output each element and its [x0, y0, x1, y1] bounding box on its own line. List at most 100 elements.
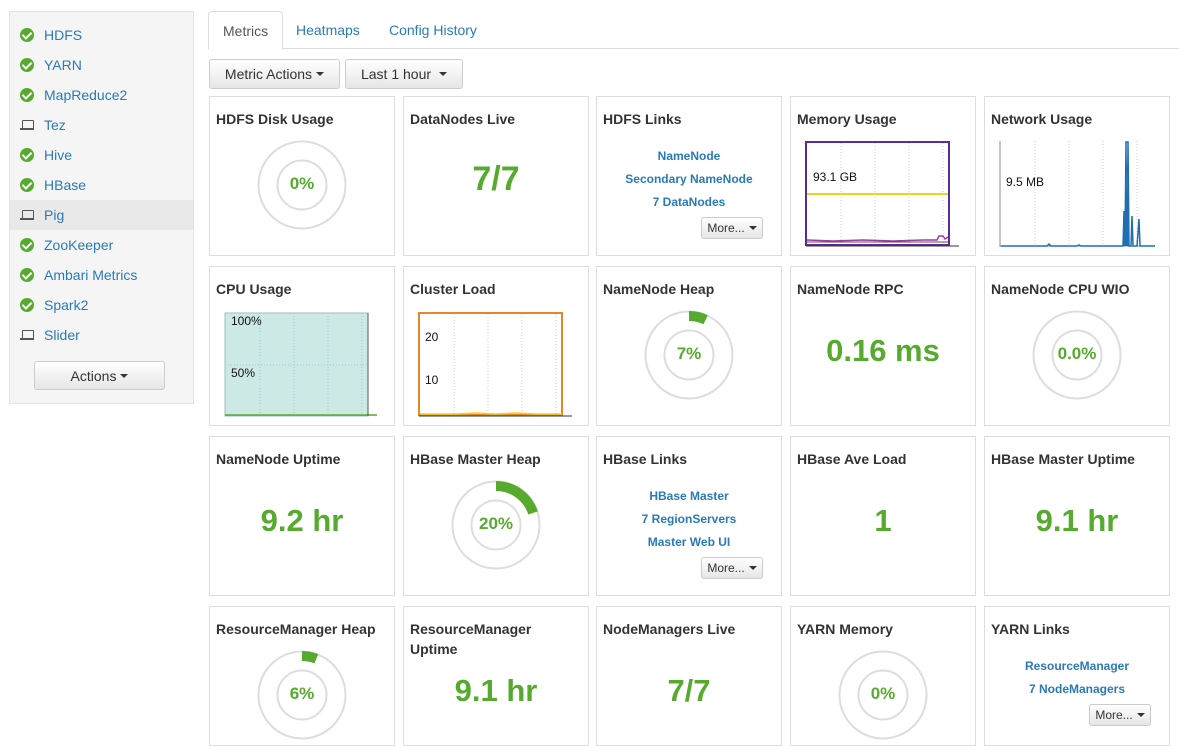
sidebar-item-ambari-metrics[interactable]: Ambari Metrics	[10, 260, 193, 290]
widget-hbase-master-heap[interactable]: HBase Master Heap 20%	[403, 436, 589, 596]
link-datanodes[interactable]: 7 DataNodes	[652, 195, 726, 209]
cluster-load-label-20: 20	[425, 330, 439, 344]
nodemanagers-live-value: 7/7	[667, 673, 711, 708]
sidebar-item-label: MapReduce2	[44, 87, 128, 103]
check-circle-icon	[20, 238, 34, 252]
service-actions-button[interactable]: Actions	[34, 361, 165, 390]
widget-hdfs-links: HDFS Links NameNode Secondary NameNode 7…	[596, 96, 782, 256]
widget-title: NameNode Heap	[603, 281, 715, 297]
widget-namenode-cpu-wio[interactable]: NameNode CPU WIO 0.0%	[984, 266, 1170, 426]
hdfs-more-button[interactable]: More...	[701, 217, 763, 239]
laptop-icon	[20, 208, 34, 222]
widget-title: NodeManagers Live	[603, 621, 736, 637]
memory-usage-chart	[805, 141, 959, 247]
widget-resourcemanager-uptime[interactable]: ResourceManager Uptime 9.1 hr	[403, 606, 589, 746]
resourcemanager-uptime-value: 9.1 hr	[454, 673, 538, 708]
sidebar-item-slider[interactable]: Slider	[10, 320, 193, 350]
sidebar-item-label: Slider	[44, 327, 80, 343]
hbase-links-list: HBase Master 7 RegionServers Master Web …	[597, 485, 781, 554]
network-usage-label: 9.5 MB	[1006, 175, 1045, 189]
link-secondary-namenode[interactable]: Secondary NameNode	[625, 172, 753, 186]
datanodes-live-value: 7/7	[472, 160, 520, 198]
sidebar-item-zookeeper[interactable]: ZooKeeper	[10, 230, 193, 260]
dashboard-tabs: Metrics Heatmaps Config History	[208, 11, 1179, 50]
metric-actions-button[interactable]: Metric Actions	[209, 59, 340, 89]
widget-datanodes-live[interactable]: DataNodes Live 7/7	[403, 96, 589, 256]
sidebar-item-yarn[interactable]: YARN	[10, 50, 193, 80]
caret-down-icon	[748, 226, 757, 230]
link-nodemanagers[interactable]: 7 NodeManagers	[1028, 682, 1126, 696]
cpu-usage-label-100: 100%	[231, 314, 262, 328]
widget-resourcemanager-heap[interactable]: ResourceManager Heap 6%	[209, 606, 395, 746]
widget-network-usage[interactable]: Network Usage 9.5 MB	[984, 96, 1170, 256]
yarn-more-button[interactable]: More...	[1089, 704, 1151, 726]
caret-down-icon	[748, 566, 757, 570]
widget-title: HBase Master Heap	[410, 451, 541, 467]
sidebar-item-mapreduce2[interactable]: MapReduce2	[10, 80, 193, 110]
hbase-master-uptime-value: 9.1 hr	[1035, 503, 1119, 538]
tab-config-history[interactable]: Config History	[389, 22, 477, 38]
widget-nodemanagers-live[interactable]: NodeManagers Live 7/7	[596, 606, 782, 746]
check-circle-icon	[20, 268, 34, 282]
widget-title: NameNode CPU WIO	[991, 281, 1130, 297]
time-range-label: Last 1 hour	[360, 66, 432, 82]
namenode-heap-donut	[644, 310, 734, 400]
more-label: More...	[707, 221, 745, 235]
widget-namenode-heap[interactable]: NameNode Heap 7%	[596, 266, 782, 426]
laptop-icon	[20, 328, 34, 342]
sidebar-item-hdfs[interactable]: HDFS	[10, 20, 193, 50]
sidebar-item-hive[interactable]: Hive	[10, 140, 193, 170]
cpu-usage-label-50: 50%	[231, 366, 256, 380]
widget-title: Network Usage	[991, 111, 1093, 127]
hbase-more-button[interactable]: More...	[701, 557, 763, 579]
widget-memory-usage[interactable]: Memory Usage 93.1 GB	[790, 96, 976, 256]
caret-down-icon	[439, 72, 448, 76]
widget-namenode-uptime[interactable]: NameNode Uptime 9.2 hr	[209, 436, 395, 596]
more-label: More...	[707, 561, 745, 575]
hdfs-disk-usage-value: 0%	[289, 174, 315, 193]
hbase-master-heap-donut	[451, 480, 541, 570]
sidebar-item-hbase[interactable]: HBase	[10, 170, 193, 200]
widget-title: HBase Ave Load	[797, 451, 907, 467]
sidebar-item-spark2[interactable]: Spark2	[10, 290, 193, 320]
laptop-icon	[20, 118, 34, 132]
widget-cpu-usage[interactable]: CPU Usage 100% 50%	[209, 266, 395, 426]
widget-title: HDFS Disk Usage	[216, 111, 334, 127]
check-circle-icon	[20, 148, 34, 162]
check-circle-icon	[20, 58, 34, 72]
check-circle-icon	[20, 178, 34, 192]
hdfs-disk-usage-donut	[257, 140, 347, 230]
sidebar-item-pig[interactable]: Pig	[10, 200, 193, 230]
sidebar-item-label: ZooKeeper	[44, 237, 114, 253]
widget-title: YARN Memory	[797, 621, 893, 637]
yarn-memory-donut	[838, 650, 928, 740]
widget-hbase-ave-load[interactable]: HBase Ave Load 1	[790, 436, 976, 596]
tab-metrics[interactable]: Metrics	[208, 11, 284, 50]
resourcemanager-heap-donut	[257, 650, 347, 740]
yarn-memory-value: 0%	[870, 684, 896, 703]
sidebar-item-label: YARN	[44, 57, 82, 73]
cluster-load-chart	[418, 312, 572, 417]
link-resourcemanager[interactable]: ResourceManager	[1024, 659, 1130, 673]
link-regionservers[interactable]: 7 RegionServers	[641, 512, 737, 526]
sidebar-item-tez[interactable]: Tez	[10, 110, 193, 140]
widget-namenode-rpc[interactable]: NameNode RPC 0.16 ms	[790, 266, 976, 426]
widget-yarn-memory[interactable]: YARN Memory 0%	[790, 606, 976, 746]
hbase-ave-load-value: 1	[874, 503, 892, 538]
check-circle-icon	[20, 88, 34, 102]
widget-hdfs-disk-usage[interactable]: HDFS Disk Usage 0%	[209, 96, 395, 256]
widget-title: DataNodes Live	[410, 111, 516, 127]
namenode-uptime-value: 9.2 hr	[260, 503, 344, 538]
tab-heatmaps[interactable]: Heatmaps	[296, 22, 360, 38]
widget-cluster-load[interactable]: Cluster Load 20 10	[403, 266, 589, 426]
widget-title: HBase Master Uptime	[991, 451, 1135, 467]
namenode-heap-value: 7%	[676, 344, 702, 363]
sidebar-item-label: Hive	[44, 147, 73, 163]
link-master-web-ui[interactable]: Master Web UI	[647, 535, 731, 549]
widget-title: Cluster Load	[410, 281, 496, 297]
link-hbase-master[interactable]: HBase Master	[649, 489, 729, 503]
link-namenode[interactable]: NameNode	[657, 149, 721, 163]
widget-hbase-master-uptime[interactable]: HBase Master Uptime 9.1 hr	[984, 436, 1170, 596]
time-range-button[interactable]: Last 1 hour	[345, 59, 463, 89]
widget-yarn-links: YARN Links ResourceManager 7 NodeManager…	[984, 606, 1170, 746]
